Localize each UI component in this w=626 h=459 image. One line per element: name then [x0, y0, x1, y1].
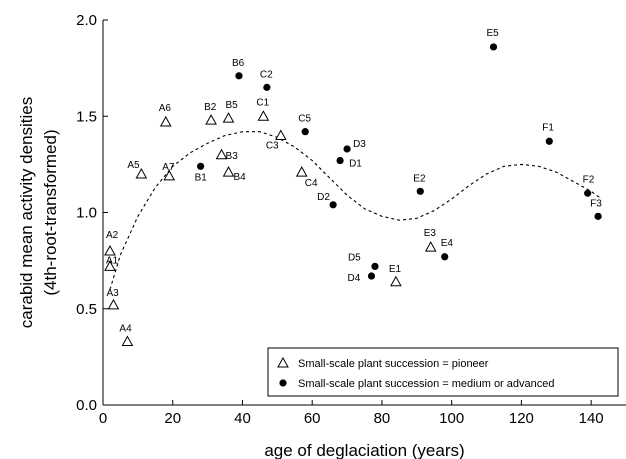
point-label: D5 — [348, 252, 361, 263]
pioneer-point — [205, 114, 217, 125]
legend-pioneer-marker — [277, 356, 289, 368]
y-tick-label: 2.0 — [76, 12, 97, 29]
pioneer-point — [163, 169, 176, 181]
advanced-point — [329, 201, 337, 209]
advanced-point — [197, 162, 205, 170]
point-label: B6 — [232, 58, 245, 69]
advanced-point — [367, 272, 376, 280]
point-label: B2 — [204, 102, 217, 113]
pioneer-point — [107, 298, 120, 310]
x-tick-label: 60 — [304, 410, 321, 427]
pioneer-point — [222, 166, 235, 177]
y-tick-label: 1.0 — [76, 205, 97, 222]
pioneer-point — [104, 260, 116, 271]
pioneer-point — [257, 110, 270, 121]
legend-label: Small-scale plant succession = pioneer — [298, 358, 489, 370]
point-label: B3 — [226, 151, 239, 162]
point-label: F1 — [542, 122, 554, 133]
point-label: A4 — [119, 323, 132, 334]
point-label: E4 — [441, 238, 454, 249]
advanced-point — [441, 253, 449, 261]
legend: Small-scale plant succession = pioneer Sm… — [267, 347, 619, 397]
x-tick-label: 120 — [509, 410, 534, 427]
pioneer-point — [159, 115, 172, 127]
point-label: B1 — [195, 172, 208, 183]
point-label: C2 — [260, 69, 273, 80]
advanced-point — [263, 83, 271, 91]
y-axis: 0.0 0.5 1.0 1.5 2.0 — [76, 12, 108, 414]
pioneer-point — [135, 167, 148, 179]
pioneer-point — [390, 275, 402, 287]
pioneer-point — [222, 112, 235, 123]
x-tick-label: 0 — [99, 410, 107, 427]
pioneer-point — [424, 241, 437, 252]
advanced-point — [594, 212, 602, 220]
point-label: A7 — [162, 162, 175, 173]
x-tick-label: 40 — [234, 410, 251, 427]
advanced-point — [584, 189, 592, 197]
point-label: E3 — [424, 228, 437, 239]
y-tick-label: 0.0 — [76, 397, 97, 414]
point-label: C3 — [266, 141, 279, 152]
x-tick-label: 100 — [439, 410, 464, 427]
legend-label: Small-scale plant succession = medium or… — [298, 378, 555, 390]
pioneer-point — [274, 129, 287, 140]
y-tick-label: 0.5 — [76, 301, 97, 318]
y-axis-title: carabid mean activity densities — [17, 97, 36, 329]
y-tick-label: 1.5 — [76, 108, 97, 125]
point-label: F3 — [590, 198, 602, 209]
advanced-point — [545, 137, 553, 145]
advanced-point — [371, 262, 379, 270]
pioneer-point — [121, 335, 134, 346]
point-label: C4 — [305, 178, 318, 189]
point-label: A5 — [127, 160, 140, 171]
pioneer-point — [104, 244, 116, 256]
x-axis: 0 20 40 60 80 100 120 140 — [99, 400, 604, 427]
point-label: D3 — [353, 139, 366, 150]
point-label: E5 — [487, 28, 500, 39]
pioneer-point — [215, 148, 228, 160]
point-label: E1 — [389, 264, 402, 275]
data-points: A1 A2 A3 A4 A5 A6 A7 B2 B3 B4 B5 C1 C3 C4 E1 E3 B1 B6 C2 C5… — [104, 28, 602, 346]
advanced-point — [336, 156, 344, 165]
plot-frame — [102, 20, 626, 406]
point-label: A2 — [106, 230, 119, 241]
point-label: B4 — [234, 172, 247, 183]
advanced-point — [343, 145, 351, 153]
legend-box — [267, 347, 619, 397]
point-label: A1 — [106, 255, 119, 266]
point-label: D1 — [349, 159, 362, 170]
x-axis-title: age of deglaciation (years) — [264, 441, 464, 459]
point-label: E2 — [413, 173, 426, 184]
y-axis-subtitle: (4th-root-transformed) — [41, 129, 60, 295]
advanced-point — [235, 72, 243, 80]
point-label: B5 — [226, 100, 239, 111]
advanced-point — [489, 43, 498, 51]
advanced-point — [301, 128, 309, 136]
point-label: C1 — [256, 97, 269, 108]
x-tick-label: 20 — [164, 410, 181, 427]
x-tick-label: 140 — [579, 410, 604, 427]
point-label: C5 — [298, 114, 311, 125]
point-label: F2 — [583, 174, 595, 185]
point-label: A3 — [106, 288, 119, 299]
point-label: D4 — [347, 273, 360, 284]
trend-line-group — [109, 131, 602, 290]
legend-advanced-marker — [279, 379, 287, 387]
pioneer-point — [295, 166, 308, 177]
point-label: A6 — [159, 103, 172, 114]
trend-line — [109, 131, 602, 290]
advanced-point — [416, 187, 424, 195]
point-label: D2 — [317, 192, 330, 203]
x-tick-label: 80 — [374, 410, 391, 427]
